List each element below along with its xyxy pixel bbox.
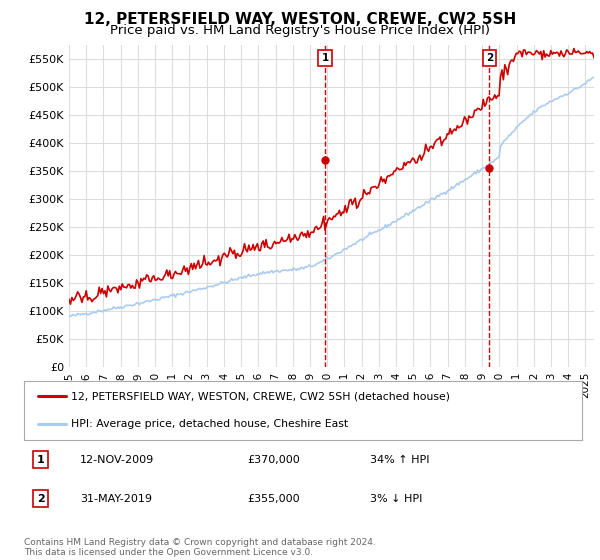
Text: 12, PETERSFIELD WAY, WESTON, CREWE, CW2 5SH (detached house): 12, PETERSFIELD WAY, WESTON, CREWE, CW2 … [71,391,451,401]
Text: 12-NOV-2009: 12-NOV-2009 [80,455,154,465]
Text: 1: 1 [37,455,44,465]
Text: Contains HM Land Registry data © Crown copyright and database right 2024.
This d: Contains HM Land Registry data © Crown c… [24,538,376,557]
Text: 34% ↑ HPI: 34% ↑ HPI [370,455,430,465]
Text: 2: 2 [37,494,44,504]
Text: £355,000: £355,000 [247,494,300,504]
Text: 31-MAY-2019: 31-MAY-2019 [80,494,152,504]
Text: £370,000: £370,000 [247,455,300,465]
Text: 12, PETERSFIELD WAY, WESTON, CREWE, CW2 5SH: 12, PETERSFIELD WAY, WESTON, CREWE, CW2 … [84,12,516,27]
Text: Price paid vs. HM Land Registry's House Price Index (HPI): Price paid vs. HM Land Registry's House … [110,24,490,37]
Text: HPI: Average price, detached house, Cheshire East: HPI: Average price, detached house, Ches… [71,419,349,429]
Text: 3% ↓ HPI: 3% ↓ HPI [370,494,422,504]
Text: 2: 2 [486,53,493,63]
Text: 1: 1 [322,53,329,63]
